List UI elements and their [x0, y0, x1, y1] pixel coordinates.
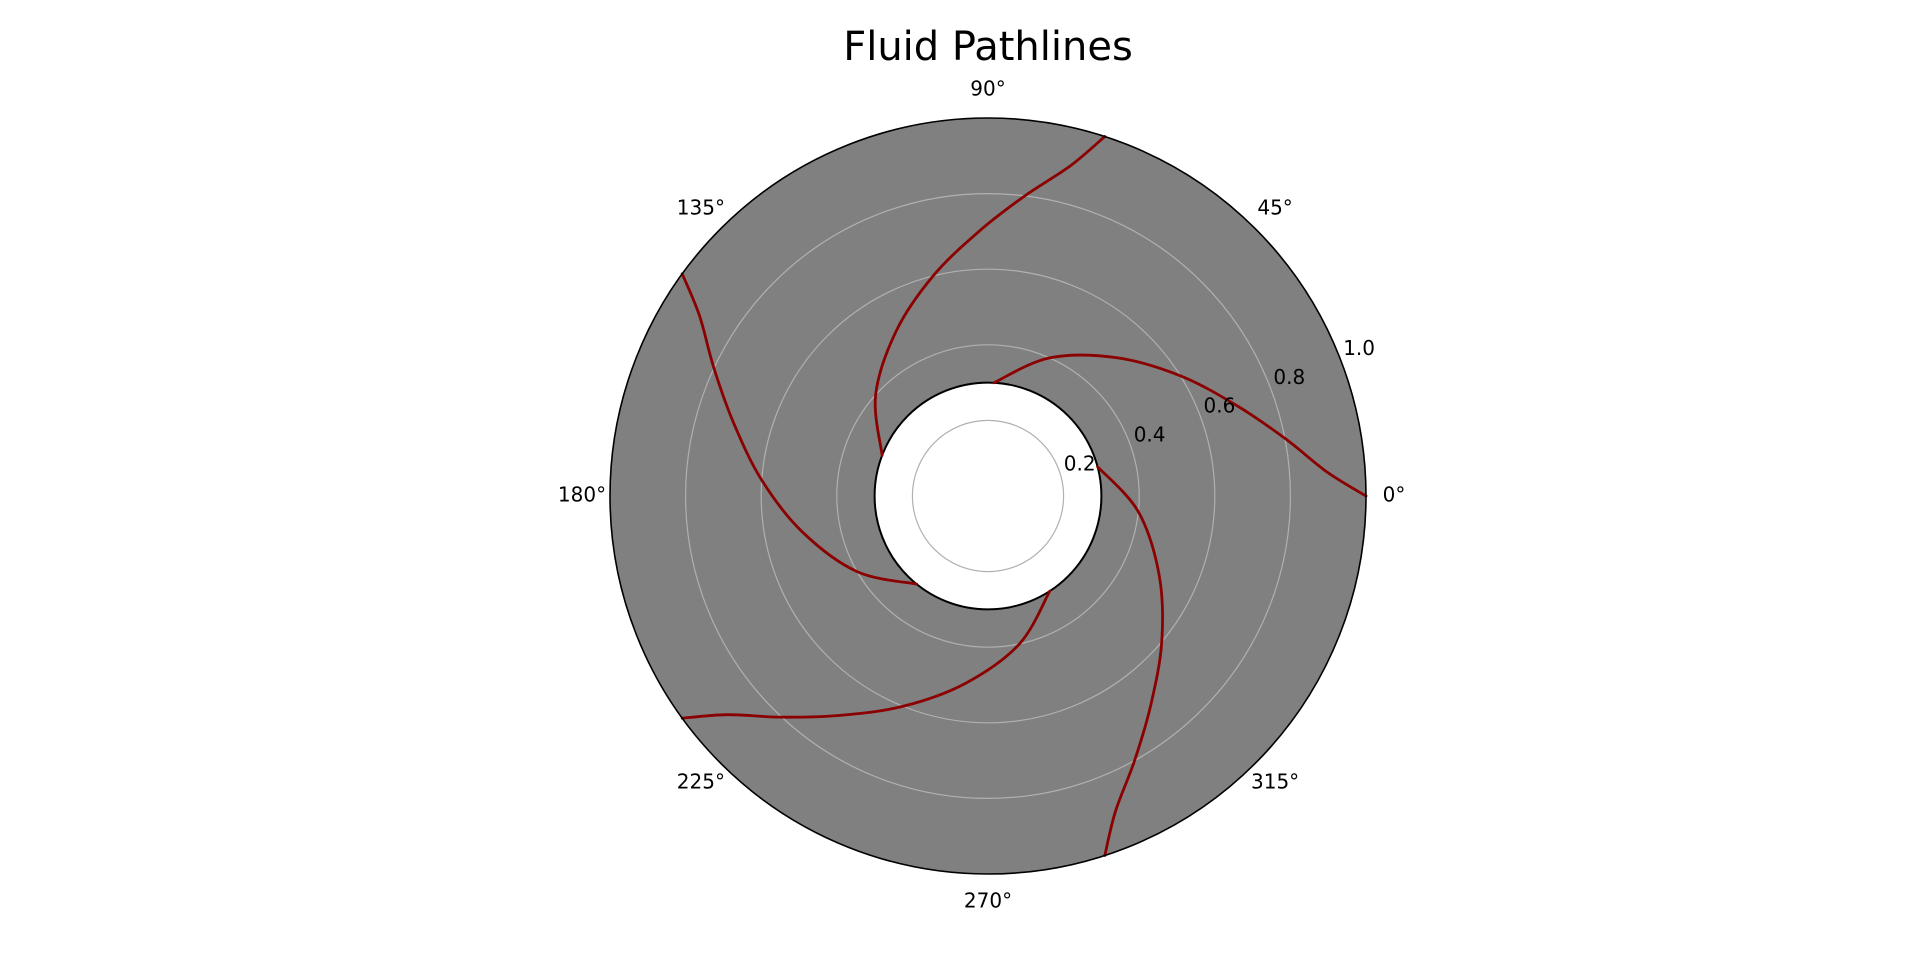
polar-frame [609, 117, 1367, 875]
pathline [680, 272, 919, 586]
r-grid-circle-inner [911, 419, 1065, 573]
r-tick-label: 0.2 [1064, 452, 1096, 476]
theta-tick-label: 90° [970, 77, 1005, 101]
plot-area: 0° 45° 90° 135° 180° 225° 270° 315° 0.2 0.4 0.6 0.8… [558, 77, 1405, 913]
theta-tick-label: 180° [558, 483, 606, 507]
pathline [680, 589, 1052, 720]
r-grid-circle [760, 268, 1216, 724]
r-tick-label: 0.4 [1134, 423, 1166, 447]
obstacle-circle [873, 381, 1103, 611]
r-tick-label: 0.8 [1273, 365, 1305, 389]
theta-tick-label: 315° [1251, 770, 1299, 794]
theta-tick-label: 135° [677, 195, 725, 219]
pathline [992, 353, 1368, 498]
pathline [873, 135, 1107, 457]
chart-title: Fluid Pathlines [843, 24, 1133, 70]
r-tick-label: 1.0 [1343, 336, 1375, 360]
theta-tick-label: 270° [964, 889, 1012, 913]
theta-tick-label: 225° [677, 770, 725, 794]
theta-tick-label: 45° [1257, 195, 1292, 219]
r-grid-circle [684, 193, 1291, 799]
r-tick-label: 0.6 [1204, 394, 1236, 418]
pathline [1096, 465, 1164, 857]
r-grid-circle [836, 344, 1140, 648]
theta-tick-label: 0° [1383, 483, 1406, 507]
